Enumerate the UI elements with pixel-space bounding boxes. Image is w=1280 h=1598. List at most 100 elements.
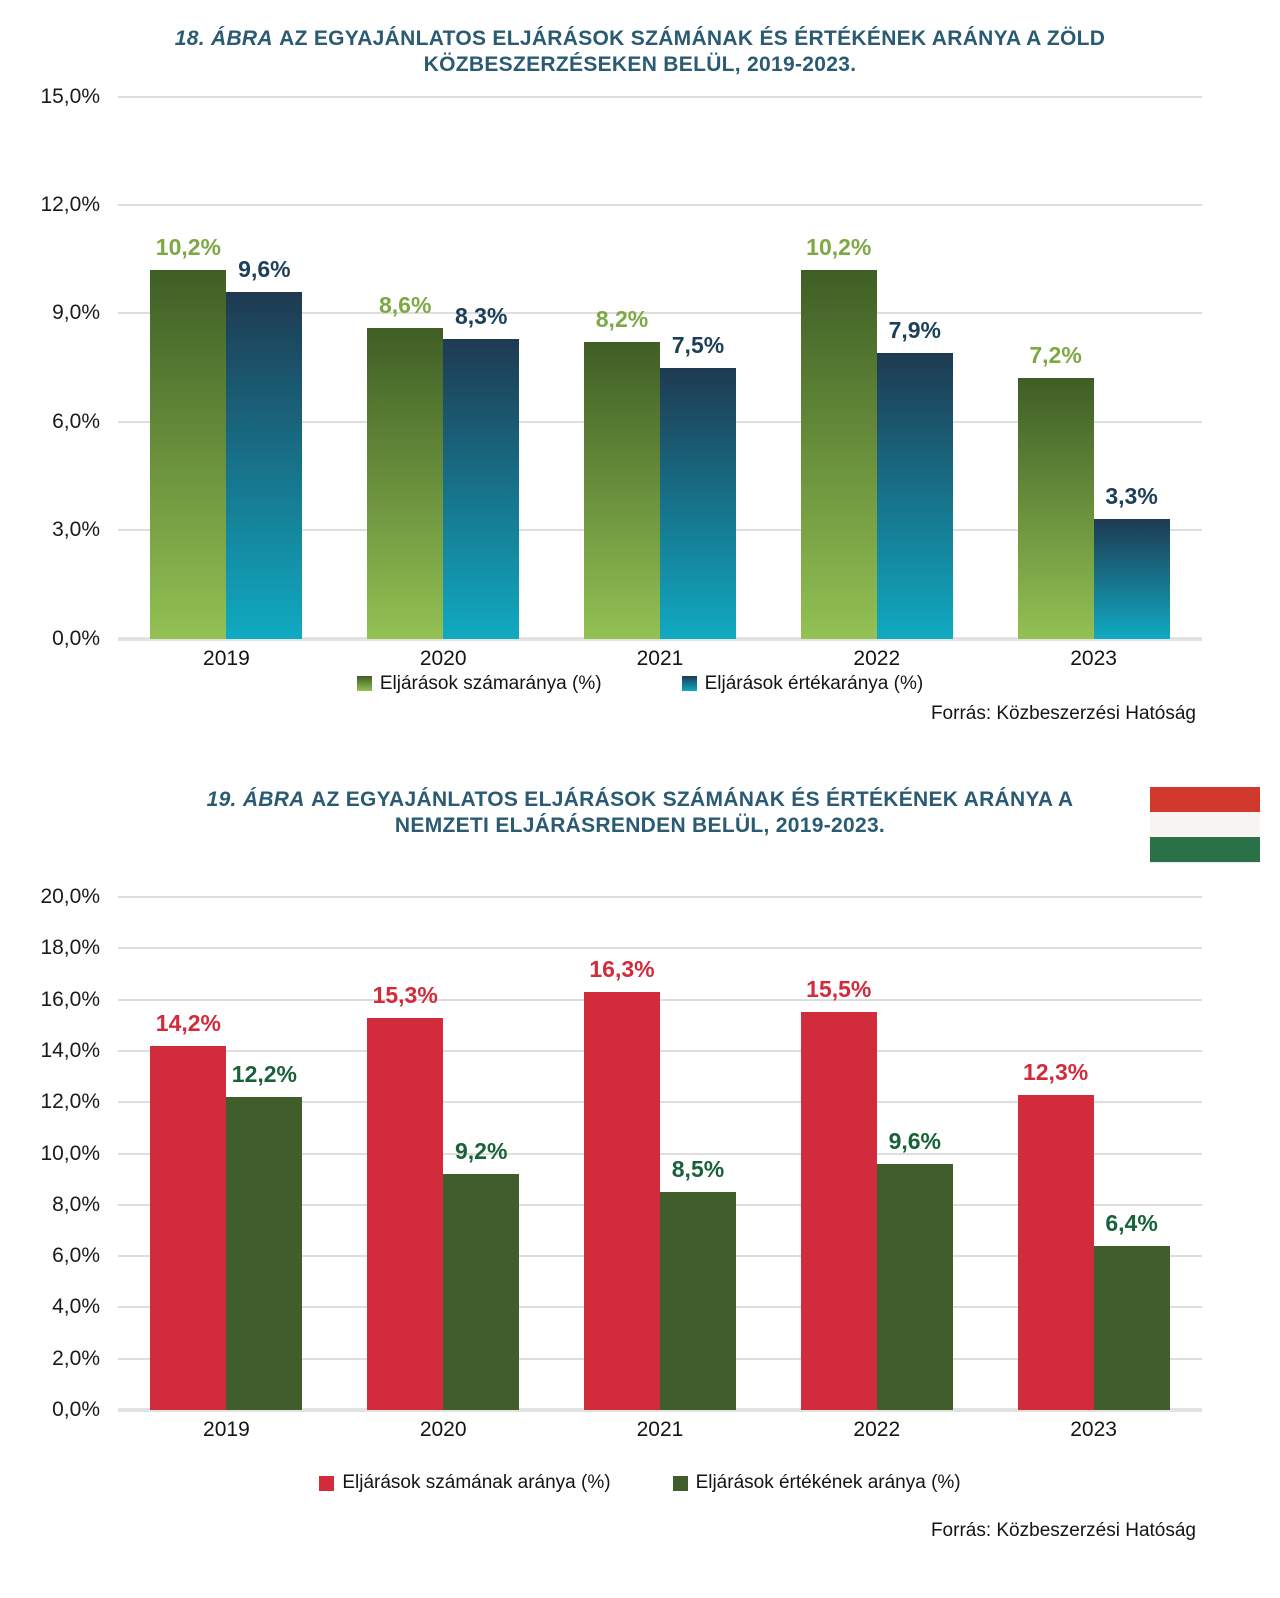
- gridline: [118, 203, 1202, 206]
- x-tick-label: 2022: [853, 646, 901, 670]
- x-tick-label: 2023: [1070, 1418, 1117, 1441]
- bar: 9,2%: [443, 1138, 520, 1410]
- bar: 15,5%: [800, 976, 877, 1410]
- bar: 7,5%: [659, 332, 736, 639]
- bar-value-label: 15,3%: [372, 981, 438, 1008]
- y-tick-label: 14,0%: [40, 1038, 100, 1062]
- bar-group-2022: 10,2% 7,9%: [768, 97, 985, 639]
- bar-value-label: 7,2%: [1029, 342, 1082, 369]
- bar-value-label: 7,9%: [888, 317, 941, 344]
- bar-group-2021: 8,2% 7,5%: [552, 97, 769, 639]
- bar: 14,2%: [150, 1010, 227, 1410]
- figure-19-title: 19. ÁBRA AZ EGYAJÁNLATOS ELJÁRÁSOK SZÁMÁN…: [180, 787, 1100, 840]
- bar: 3,3%: [1093, 483, 1170, 639]
- chart-19-plot-area: 0,0% 2,0% 4,0% 6,0% 8,0% 10,0% 12,0% 14,0% 16,0%…: [40, 885, 1202, 1421]
- gridline: [118, 1152, 1202, 1155]
- legend-item: Eljárások számának aránya (%): [319, 1472, 611, 1494]
- bar-value-label: 9,6%: [888, 1127, 941, 1154]
- gridline: [118, 1049, 1202, 1052]
- bar-value-label: 8,3%: [454, 302, 508, 329]
- chart-18-legend: Eljárások számaránya (%) Eljárások értéka…: [0, 673, 1280, 695]
- chart-18-x-axis: 2019 2020 2021 2022 2023: [118, 647, 1202, 671]
- legend-item: Eljárások értékaránya (%): [681, 673, 923, 695]
- chart-19-x-axis: 2019 2020 2021 2022 2023: [118, 1418, 1202, 1442]
- x-tick-label: 2022: [853, 1418, 901, 1441]
- bar: 12,2%: [226, 1061, 303, 1410]
- gridline: [118, 998, 1202, 1001]
- figure-19-title-row: 19. ÁBRA AZ EGYAJÁNLATOS ELJÁRÁSOK SZÁMÁN…: [0, 786, 1280, 863]
- figure-18-title-text: AZ EGYAJÁNLATOS ELJÁRÁSOK SZÁMÁNAK ÉS ÉR…: [279, 27, 1106, 77]
- figure-19-source: Forrás: Közbeszerzési Hatóság: [930, 1520, 1196, 1541]
- y-tick-label: 12,0%: [40, 1090, 100, 1114]
- legend-swatch: [681, 676, 697, 691]
- gridline: [118, 896, 1202, 898]
- bar-groups: 14,2% 12,2% 15,3% 9,2% 16,3% 8,5% 15,5% 9,6% 12,…: [118, 897, 1202, 1410]
- bar-group-2020: 15,3% 9,2%: [335, 897, 552, 1410]
- bar: 7,9%: [876, 317, 953, 639]
- figure-18: 18. ÁBRA AZ EGYAJÁNLATOS ELJÁRÁSOK SZÁMÁN…: [0, 0, 1280, 725]
- bar: 9,6%: [876, 1128, 953, 1410]
- y-tick-label: 3,0%: [52, 518, 100, 542]
- flag-white-stripe: [1150, 811, 1260, 838]
- chart-18-plot-area: 0,0% 3,0% 6,0% 9,0% 12,0% 15,0% 10,2% 9,6% 8,6% 8…: [40, 85, 1202, 650]
- y-tick-label: 0,0%: [52, 1398, 100, 1421]
- y-tick-label: 6,0%: [52, 409, 100, 433]
- bar-group-2022: 15,5% 9,6%: [768, 897, 985, 1410]
- bar: 15,3%: [367, 982, 444, 1410]
- x-tick-label: 2019: [203, 1418, 250, 1441]
- y-tick-label: 0,0%: [52, 626, 100, 650]
- figure-18-source: Forrás: Közbeszerzési Hatóság: [930, 702, 1196, 724]
- figure-19-title-prefix: 19. ÁBRA: [206, 787, 305, 811]
- y-tick-label: 2,0%: [52, 1346, 100, 1370]
- bar-value-label: 8,5%: [671, 1155, 725, 1182]
- x-tick-label: 2021: [636, 1418, 684, 1441]
- bar: 8,2%: [583, 306, 660, 639]
- gridline: [118, 95, 1202, 98]
- flag-green-stripe: [1150, 837, 1260, 863]
- bar-value-label: 9,6%: [238, 255, 291, 282]
- y-tick-label: 9,0%: [52, 301, 100, 325]
- bar-value-label: 16,3%: [589, 955, 655, 982]
- gridline: [118, 312, 1202, 315]
- bar-group-2019: 10,2% 9,6%: [118, 97, 335, 639]
- bar-value-label: 15,5%: [806, 976, 872, 1003]
- bar-value-label: 6,4%: [1105, 1209, 1158, 1236]
- y-tick-label: 8,0%: [52, 1192, 100, 1216]
- bar-group-2020: 8,6% 8,3%: [335, 97, 552, 639]
- bar-value-label: 10,2%: [806, 233, 872, 260]
- bar: 8,3%: [443, 303, 520, 639]
- gridline: [118, 1408, 1202, 1412]
- figure-18-title-row: 18. ÁBRA AZ EGYAJÁNLATOS ELJÁRÁSOK SZÁMÁN…: [0, 26, 1280, 79]
- bar: 6,4%: [1093, 1210, 1170, 1410]
- legend-label: Eljárások számaránya (%): [379, 672, 602, 694]
- x-tick-label: 2020: [419, 646, 467, 670]
- bar: 9,6%: [226, 256, 303, 639]
- x-tick-label: 2020: [419, 1418, 467, 1441]
- y-tick-label: 4,0%: [52, 1295, 100, 1319]
- legend-item: Eljárások számaránya (%): [356, 672, 602, 695]
- bar-value-label: 9,2%: [454, 1138, 508, 1165]
- bar: 8,6%: [367, 292, 444, 639]
- hungary-flag: [1150, 786, 1260, 863]
- x-tick-label: 2019: [203, 646, 250, 670]
- legend-label: Eljárások értékének aránya (%): [695, 1472, 961, 1493]
- legend-swatch: [319, 1475, 335, 1491]
- y-tick-label: 18,0%: [40, 936, 100, 960]
- figure-18-title: 18. ÁBRA AZ EGYAJÁNLATOS ELJÁRÁSOK SZÁMÁN…: [140, 26, 1140, 79]
- bar-groups: 10,2% 9,6% 8,6% 8,3% 8,2% 7,5% 10,2% 7,9% 7,2% 3,…: [118, 97, 1202, 639]
- figure-19-title-text: AZ EGYAJÁNLATOS ELJÁRÁSOK SZÁMÁNAK ÉS ÉR…: [310, 787, 1074, 837]
- y-tick-label: 12,0%: [40, 192, 100, 216]
- legend-swatch: [356, 676, 372, 691]
- x-tick-label: 2021: [636, 646, 684, 670]
- legend-swatch: [672, 1475, 688, 1491]
- figure-18-title-prefix: 18. ÁBRA: [174, 27, 273, 50]
- y-tick-label: 16,0%: [40, 987, 100, 1011]
- bar: 16,3%: [583, 956, 660, 1410]
- bar-value-label: 12,3%: [1022, 1058, 1089, 1085]
- flag-red-stripe: [1150, 786, 1260, 812]
- gridline: [118, 1101, 1202, 1104]
- bar: 7,2%: [1017, 342, 1094, 639]
- bar-value-label: 8,6%: [378, 291, 432, 318]
- bar-group-2023: 12,3% 6,4%: [985, 897, 1202, 1410]
